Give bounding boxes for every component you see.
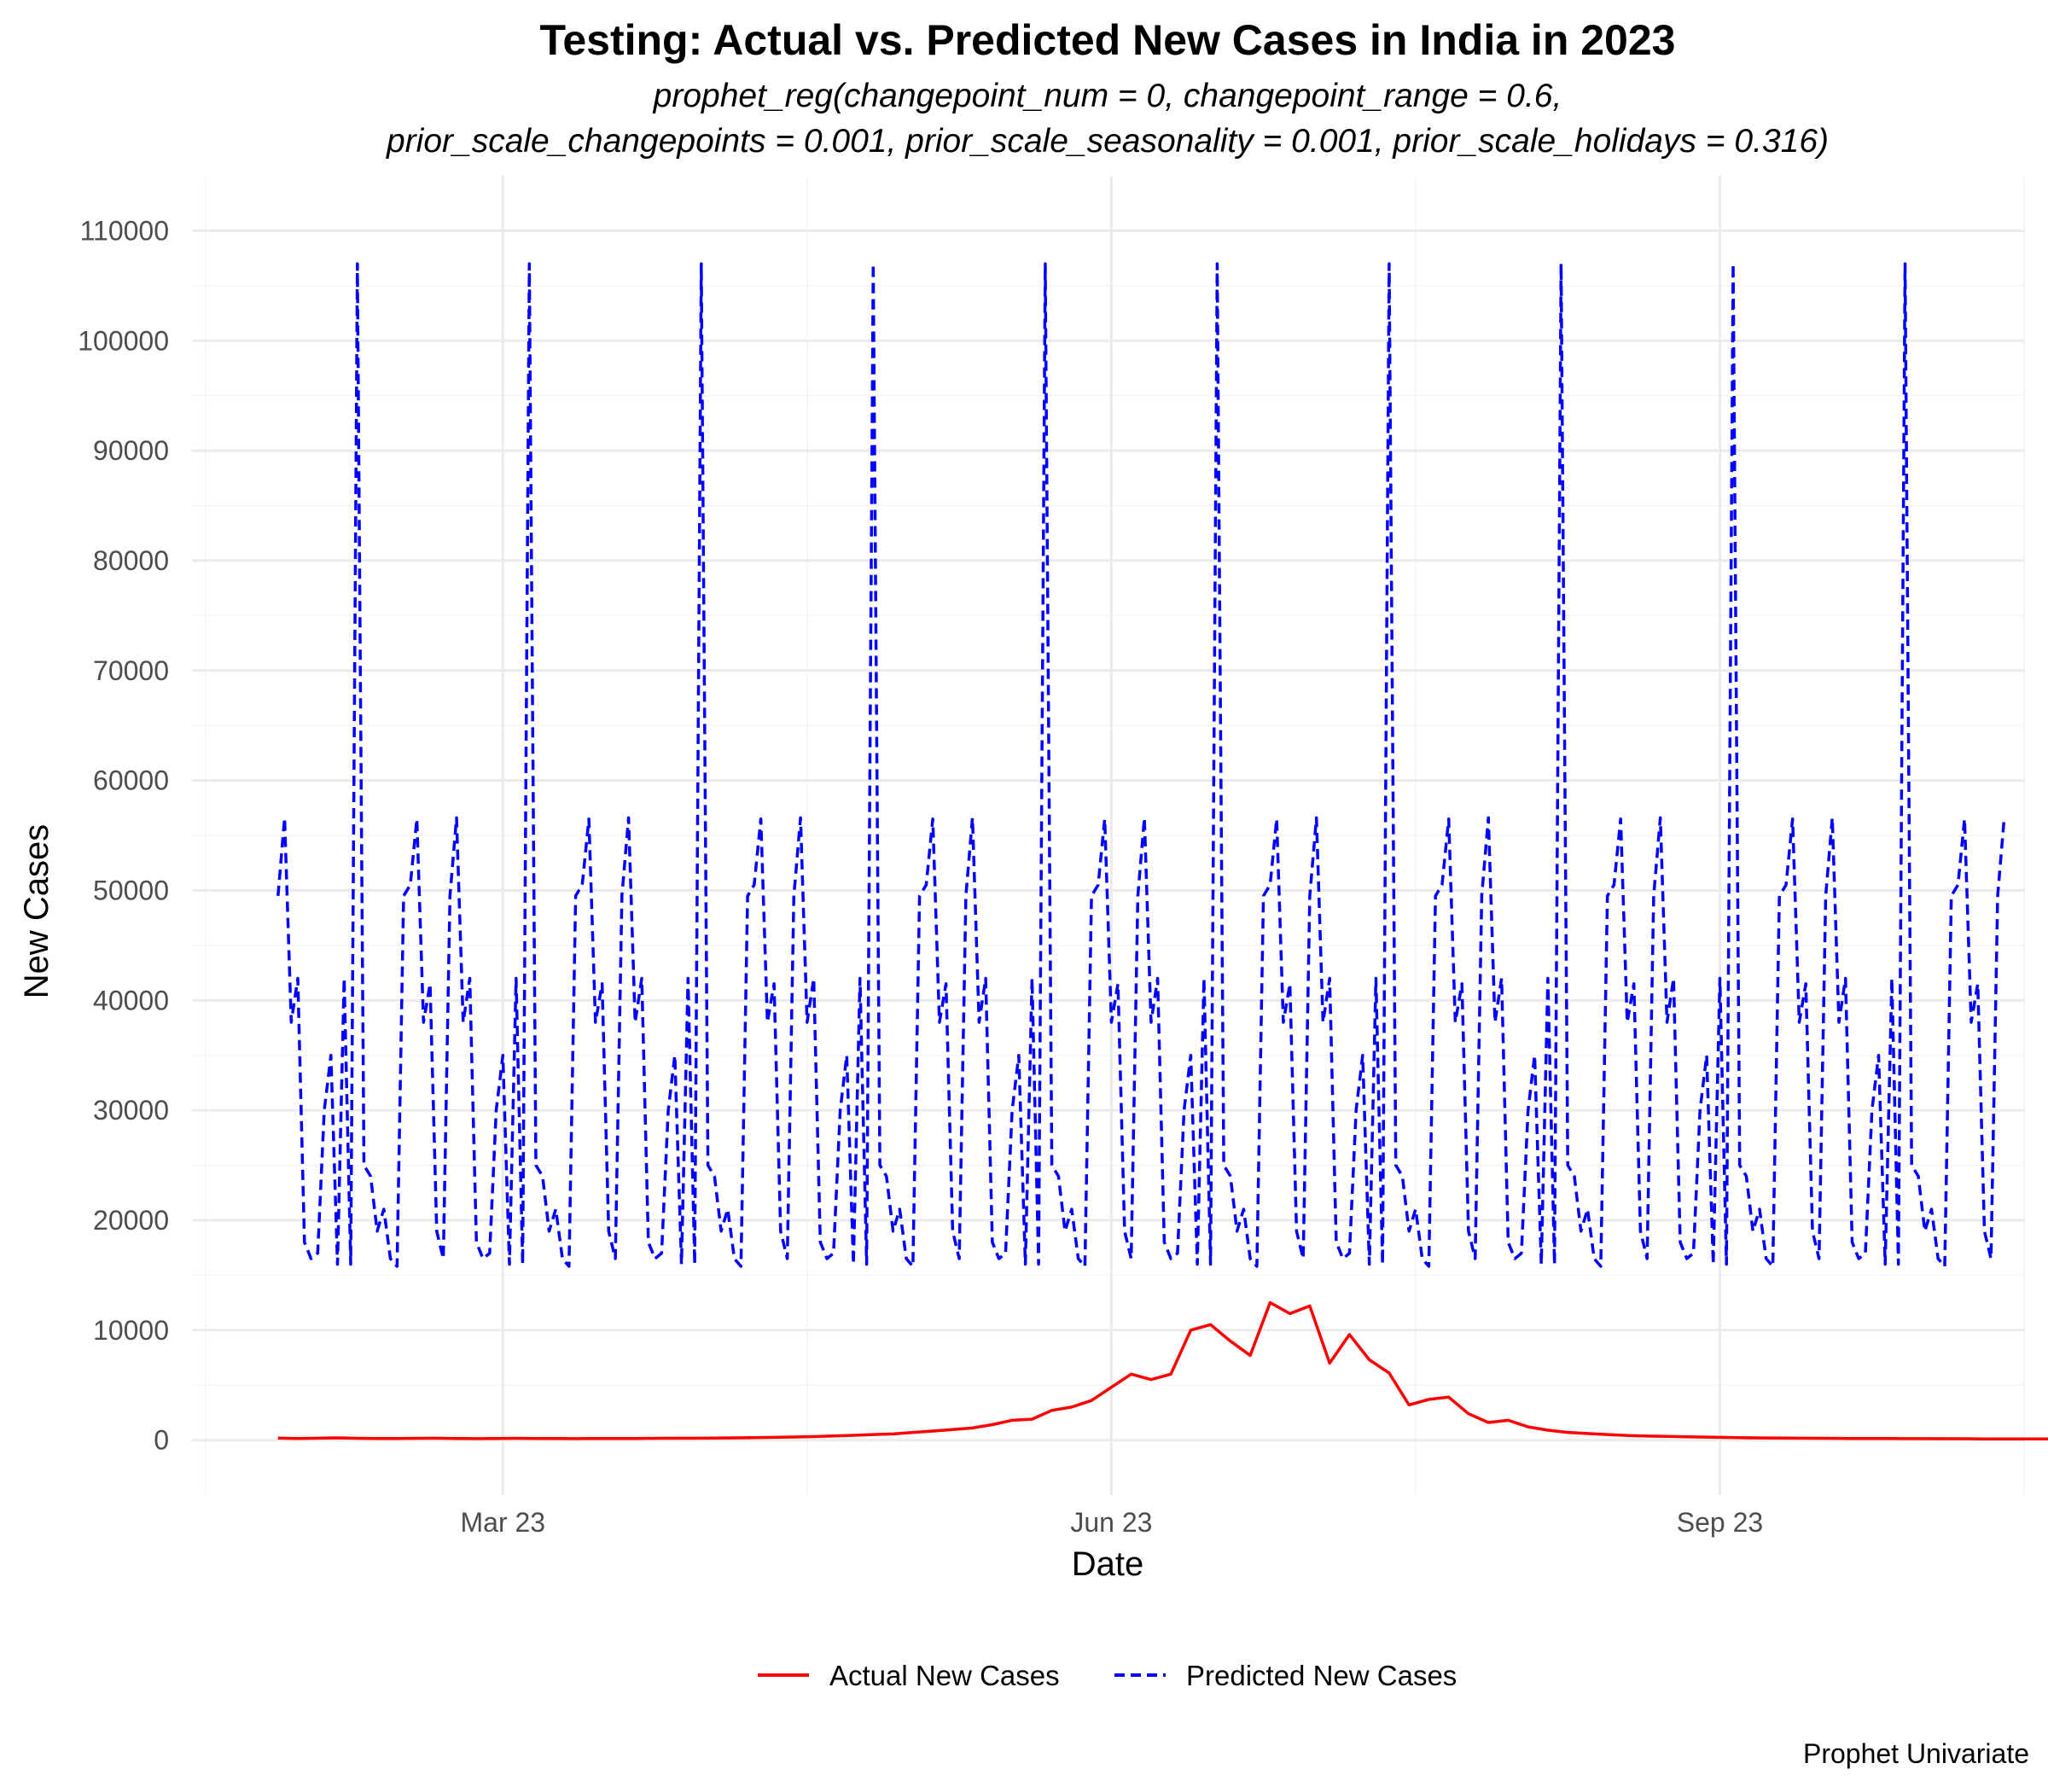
chart-subtitle-line-2: prior_scale_changepoints = 0.001, prior_…: [386, 123, 1829, 160]
series-line-actual: [277, 1300, 2048, 1441]
y-tick-label: 40000: [93, 985, 169, 1015]
y-tick-label: 110000: [80, 215, 169, 246]
chart-title: Testing: Actual vs. Predicted New Cases …: [540, 16, 1676, 64]
legend-item-predicted[interactable]: Predicted New Cases: [1114, 1660, 1457, 1691]
x-tick-label: Sep 23: [1677, 1507, 1763, 1538]
y-tick-label: 30000: [93, 1095, 169, 1126]
y-tick-label: 10000: [93, 1315, 169, 1346]
x-tick-label: Jun 23: [1070, 1507, 1152, 1538]
x-axis-title: Date: [1072, 1545, 1144, 1583]
x-tick-label: Mar 23: [460, 1507, 545, 1538]
series-layer: [276, 262, 2048, 1441]
y-tick-label: 90000: [93, 435, 169, 466]
y-tick-label: 20000: [93, 1205, 169, 1236]
y-tick-label: 60000: [93, 765, 169, 796]
y-tick-label: 50000: [93, 875, 169, 905]
grid-layer: [192, 176, 2025, 1495]
legend-item-actual[interactable]: Actual New Cases: [758, 1660, 1060, 1691]
legend: Actual New Cases Predicted New Cases: [758, 1660, 1457, 1691]
x-axis-tick-labels: Mar 23 Jun 23 Sep 23: [460, 1507, 1763, 1538]
legend-label-actual: Actual New Cases: [829, 1660, 1060, 1691]
y-tick-label: 80000: [93, 545, 169, 576]
y-tick-label: 100000: [78, 325, 169, 356]
y-tick-label: 70000: [93, 655, 169, 686]
chart-caption: Prophet Univariate: [1803, 1738, 2029, 1769]
y-tick-label: 0: [154, 1425, 169, 1456]
chart-subtitle-line-1: prophet_reg(changepoint_num = 0, changep…: [653, 78, 1562, 114]
y-axis-tick-labels: 0 10000 20000 30000 40000 50000 60000 70000 8000…: [78, 215, 169, 1455]
y-axis-title: New Cases: [18, 824, 55, 999]
series-line-predicted: [276, 262, 2006, 1268]
legend-label-predicted: Predicted New Cases: [1186, 1660, 1457, 1691]
